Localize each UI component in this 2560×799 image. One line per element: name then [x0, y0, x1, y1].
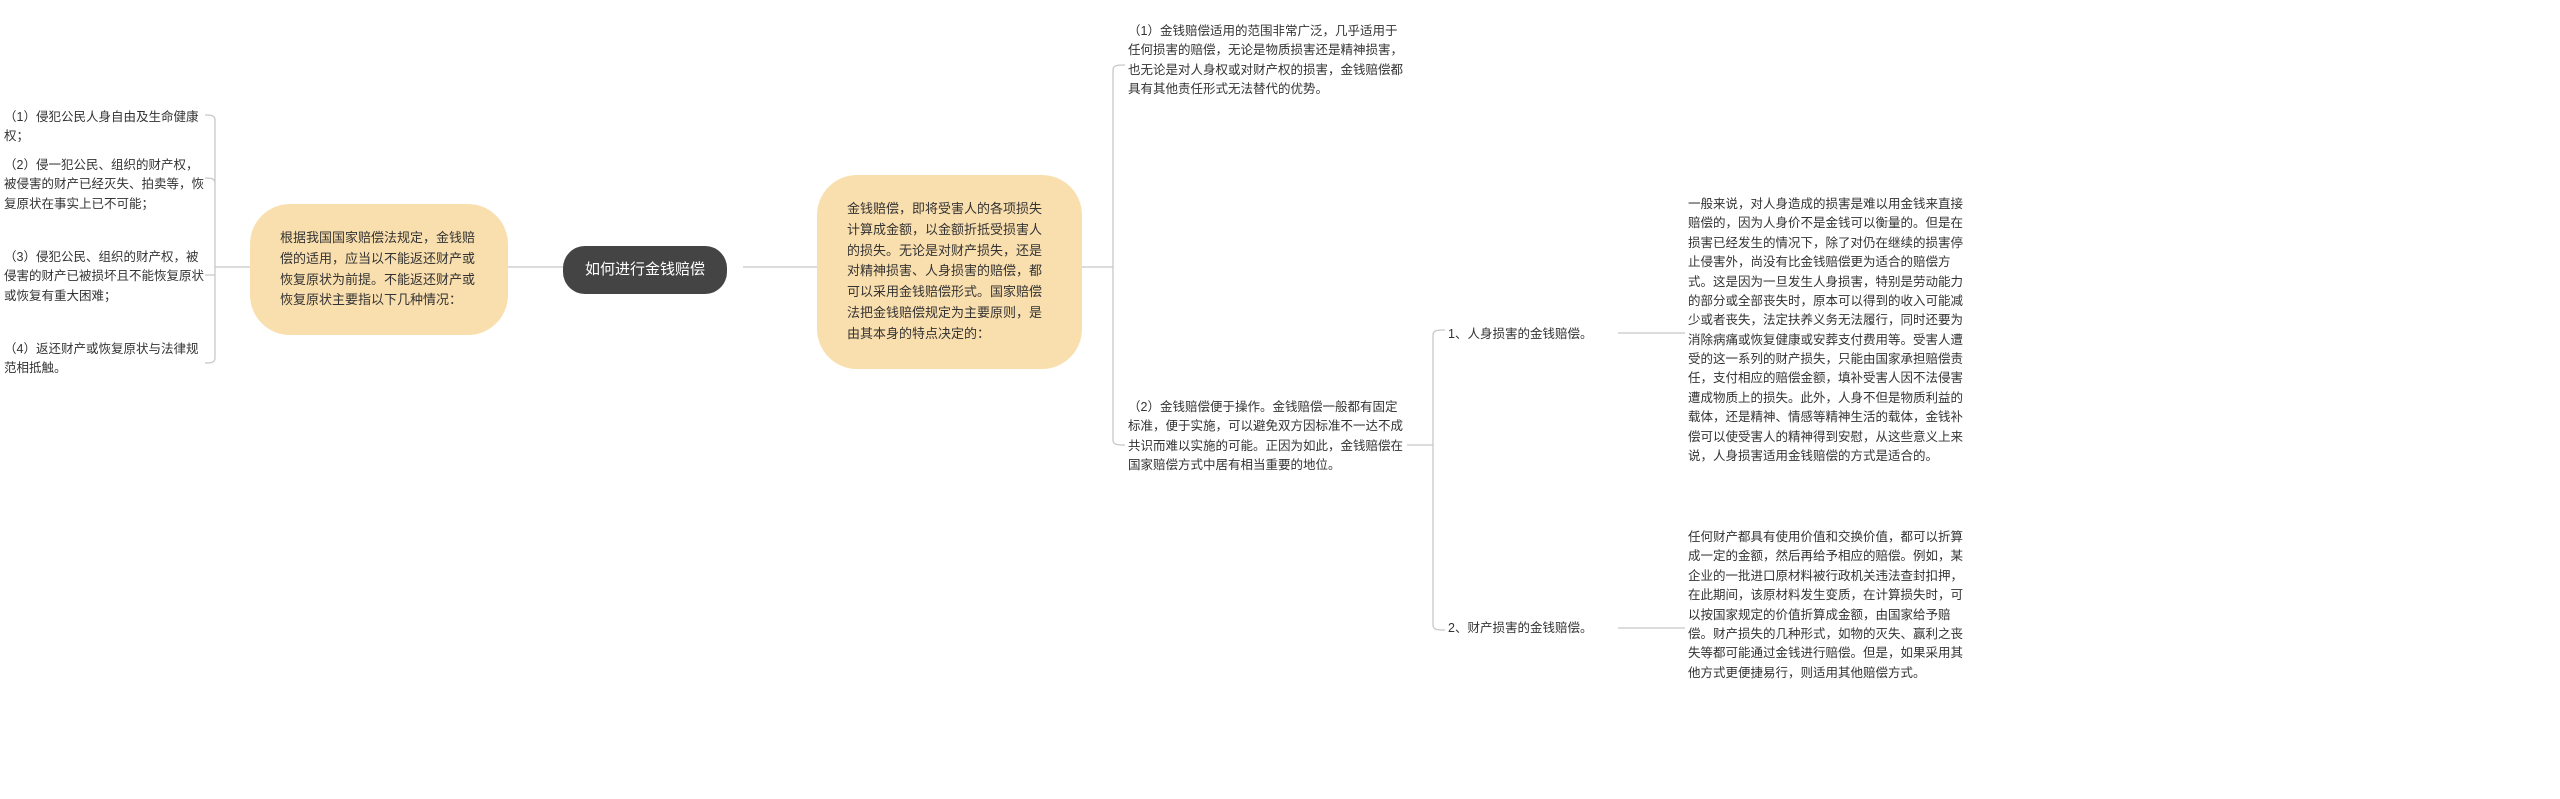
right-bubble-text: 金钱赔偿，即将受害人的各项损失计算成金额，以金额折抵受损害人的损失。无论是对财产…	[847, 201, 1042, 341]
right-leaf-2: （2）金钱赔偿便于操作。金钱赔偿一般都有固定标准，便于实施，可以避免双方因标准不…	[1128, 398, 1403, 476]
left-bubble-text: 根据我国国家赔偿法规定，金钱赔偿的适用，应当以不能返还财产或恢复原状为前提。不能…	[280, 230, 475, 307]
sub-branch-1-label: 1、人身损害的金钱赔偿。	[1448, 324, 1592, 344]
root-node: 如何进行金钱赔偿	[563, 246, 727, 294]
left-bubble-node: 根据我国国家赔偿法规定，金钱赔偿的适用，应当以不能返还财产或恢复原状为前提。不能…	[250, 204, 508, 335]
left-leaf-2: （2）侵一犯公民、组织的财产权，被侵害的财产已经灭失、拍卖等，恢复原状在事实上已…	[4, 156, 204, 214]
left-leaf-3: （3）侵犯公民、组织的财产权，被侵害的财产已被损坏且不能恢复原状或恢复有重大困难…	[4, 248, 204, 306]
right-leaf-1: （1）金钱赔偿适用的范围非常广泛，几乎适用于任何损害的赔偿，无论是物质损害还是精…	[1128, 22, 1403, 100]
right-bubble-node: 金钱赔偿，即将受害人的各项损失计算成金额，以金额折抵受损害人的损失。无论是对财产…	[817, 175, 1082, 369]
sub-branch-2-label: 2、财产损害的金钱赔偿。	[1448, 618, 1592, 638]
sub-branch-1-detail: 一般来说，对人身造成的损害是难以用金钱来直接赔偿的，因为人身价不是金钱可以衡量的…	[1688, 195, 1973, 466]
left-leaf-1: （1）侵犯公民人身自由及生命健康权；	[4, 108, 204, 147]
sub-branch-2-detail: 任何财产都具有使用价值和交换价值，都可以折算成一定的金额，然后再给予相应的赔偿。…	[1688, 528, 1973, 683]
root-label: 如何进行金钱赔偿	[585, 261, 705, 278]
left-leaf-4: （4）返还财产或恢复原状与法律规范相抵触。	[4, 340, 204, 379]
